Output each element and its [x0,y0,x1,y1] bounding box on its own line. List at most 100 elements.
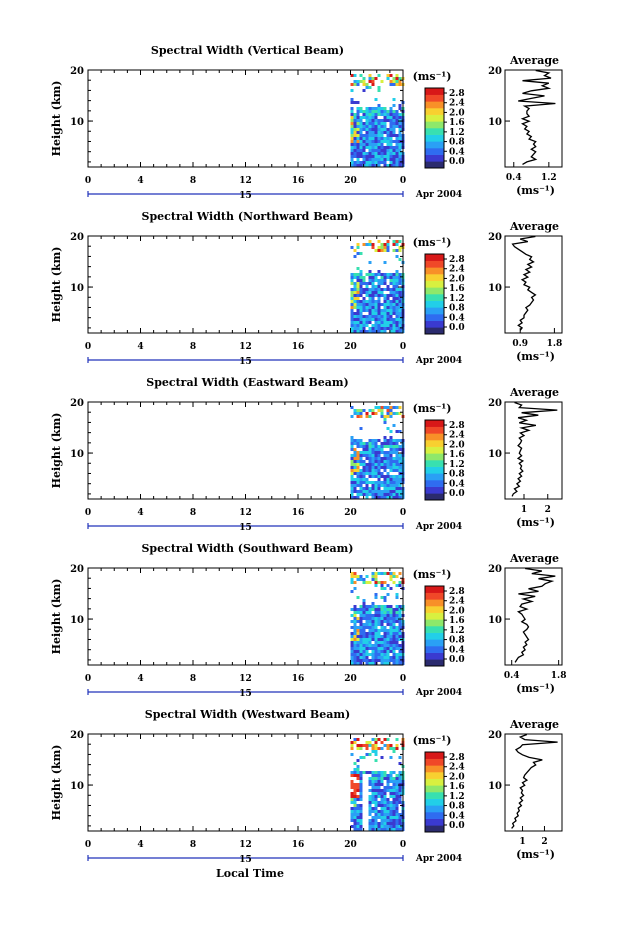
heatmap-cell [386,780,390,783]
heatmap-cell [356,768,360,771]
panel-4: Spectral Width (Southward Beam)2010Heigh… [50,542,566,699]
heatmap-cell [371,140,375,143]
heatmap-cell [368,825,372,828]
heatmap-cell [359,125,363,128]
heatmap-cell [398,246,402,249]
heatmap-cell [365,469,369,472]
heatmap-cell [392,240,396,243]
heatmap-cell [359,620,363,623]
x-tick-label: 0 [85,176,91,186]
heatmap-cell [371,324,375,327]
heatmap-cell [389,122,393,125]
heatmap-cell [350,122,354,125]
heatmap-cell [398,762,402,765]
heatmap-cell [350,825,354,828]
heatmap-cell [377,822,381,825]
heatmap-cell [392,638,396,641]
heatmap-cell [383,638,387,641]
heatmap-cell [386,318,390,321]
heatmap-cell [380,149,384,152]
heatmap-cell [386,593,390,596]
heatmap-cell [368,303,372,306]
heatmap-cell [398,617,402,620]
heatmap-cell [350,116,354,119]
heatmap-cell [398,330,402,333]
heatmap-cell [350,164,354,167]
heatmap-cell [356,647,360,650]
x-tick-label: 16 [292,176,305,186]
heatmap-cell [368,80,372,83]
heatmap-cell [386,466,390,469]
heatmap-cell [350,306,354,309]
heatmap-cell [350,439,354,442]
heatmap-cell [395,300,399,303]
heatmap-cell [380,415,384,418]
heatmap-cell [380,626,384,629]
heatmap-cell [368,409,372,412]
heatmap-cell [389,795,393,798]
heatmap-cell [383,261,387,264]
heatmap-cell [356,312,360,315]
heatmap-cell [392,158,396,161]
heatmap-cell [389,578,393,581]
heatmap-cell [383,324,387,327]
heatmap-cell [377,288,381,291]
heatmap-cell [356,596,360,599]
heatmap-cell [374,798,378,801]
heatmap-cell [356,463,360,466]
heatmap-cell [398,249,402,252]
heatmap-cell [398,614,402,617]
heatmap-cell [386,484,390,487]
heatmap-cell [386,155,390,158]
heatmap-cell [392,282,396,285]
heatmap-cell [395,608,399,611]
heatmap-cell [353,496,357,499]
heatmap-cell [380,789,384,792]
heatmap-cell [359,472,363,475]
heatmap-cell [386,442,390,445]
heatmap-cell [359,653,363,656]
heatmap-cell [386,77,390,80]
heatmap-cell [362,454,366,457]
heatmap-cell [371,647,375,650]
colorbar-segment [425,260,444,268]
x-tick-label: 20 [344,176,357,186]
heatmap-cell [359,578,363,581]
heatmap-cell [392,493,396,496]
heatmap-cell [356,578,360,581]
colorbar-frame [424,751,445,833]
heatmap-cell [380,125,384,128]
heatmap-cell [395,807,399,810]
heatmap-cell [383,406,387,409]
x-tick-label: 0 [400,674,406,684]
colorbar-segment [425,426,444,434]
heatmap-cell [368,158,372,161]
heatmap-cell [350,581,354,584]
heatmap-cell [386,472,390,475]
heatmap-cell [392,490,396,493]
heatmap-cell [383,152,387,155]
heatmap-cell [386,134,390,137]
heatmap-cell [383,798,387,801]
heatmap-cell [374,629,378,632]
heatmap-cell [374,291,378,294]
heatmap-cell [362,146,366,149]
colorbar-tick-label: 2.8 [449,89,465,99]
heatmap-cell [380,460,384,463]
heatmap-cell [389,412,393,415]
heatmap-cell [386,747,390,750]
heatmap-cell [389,804,393,807]
heatmap-cell [362,605,366,608]
heatmap-cell [395,119,399,122]
heatmap-cell [377,629,381,632]
panel-5: Spectral Width (Westward Beam)2010Height… [50,708,563,865]
panel-title: Spectral Width (Northward Beam) [142,210,354,223]
heatmap-cell [356,110,360,113]
heatmap-cell [350,158,354,161]
heatmap-cell [350,291,354,294]
heatmap-cell [356,816,360,819]
y-tick-label: 20 [70,66,84,77]
heatmap-cell [395,327,399,330]
heatmap-cell [383,653,387,656]
heatmap-cell [389,659,393,662]
